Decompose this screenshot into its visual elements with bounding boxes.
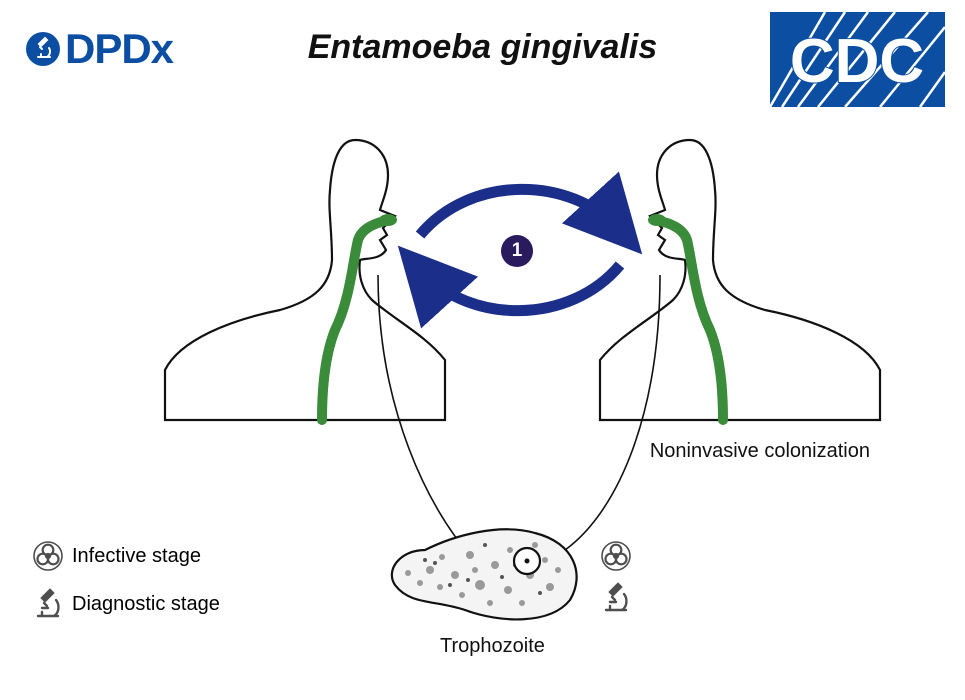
- trophozoite-stage-icons: [600, 540, 632, 614]
- tm-mark: ™: [939, 96, 945, 105]
- biohazard-icon: [600, 540, 632, 572]
- legend: Infective stage Diagnostic stage: [32, 540, 220, 620]
- legend-infective-label: Infective stage: [72, 545, 201, 568]
- legend-diagnostic-label: Diagnostic stage: [72, 593, 220, 616]
- header: DPDx Entamoeba gingivalis CDC ™: [0, 0, 965, 100]
- cdc-logo: CDC ™: [770, 12, 945, 107]
- step-1-badge: 1: [501, 235, 533, 267]
- trophozoite-label: Trophozoite: [440, 635, 545, 658]
- microscope-icon: [32, 588, 64, 620]
- biohazard-icon: [32, 540, 64, 572]
- trophozoite-illustration: [380, 515, 590, 630]
- colonization-label: Noninvasive colonization: [650, 440, 870, 463]
- arrow-left-to-right: [420, 189, 620, 235]
- step-1-number: 1: [512, 240, 523, 262]
- legend-infective: Infective stage: [32, 540, 220, 572]
- arrow-right-to-left: [420, 265, 620, 311]
- microscope-icon: [600, 582, 632, 614]
- legend-diagnostic: Diagnostic stage: [32, 588, 220, 620]
- cdc-text: CDC: [790, 27, 924, 96]
